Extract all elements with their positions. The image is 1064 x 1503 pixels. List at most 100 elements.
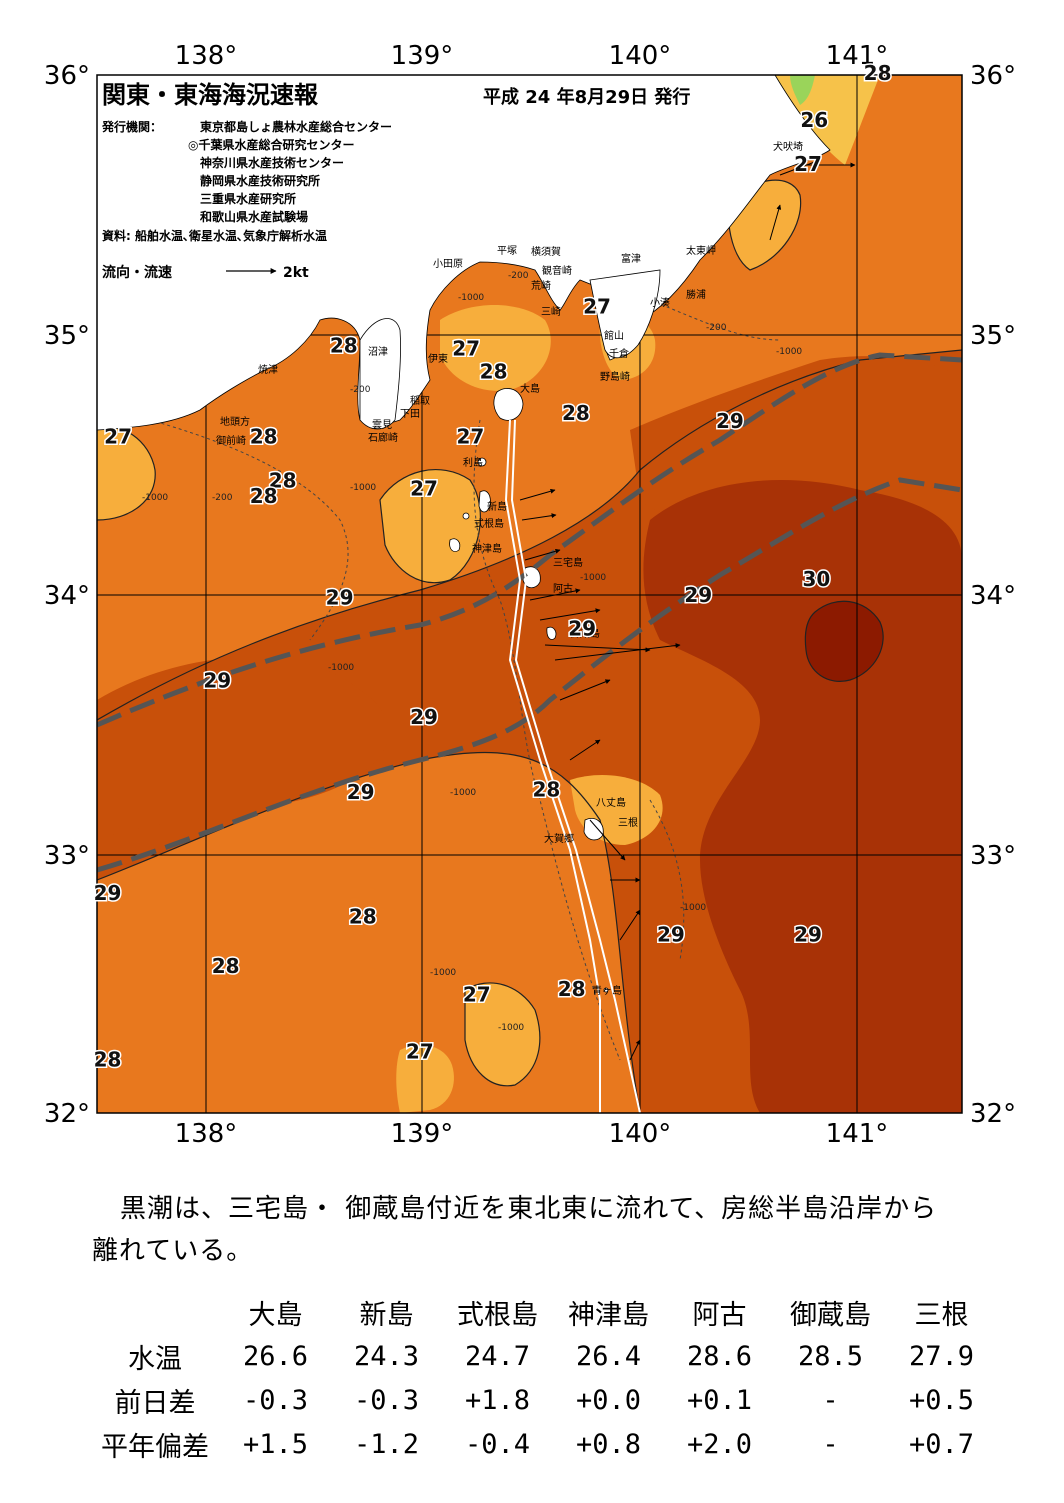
table-cell: +1.8 (464, 1384, 531, 1416)
depth-label: -1000 (776, 347, 802, 357)
lat-tick-label: 32° (44, 1099, 90, 1129)
depth-label: -1000 (498, 1023, 524, 1033)
ship-track (504, 419, 641, 1113)
place-label: 青ヶ島 (592, 984, 622, 997)
place-label: 伊東 (428, 352, 448, 365)
publisher-item: ◎千葉県水産総合研究センター (188, 137, 354, 152)
table-cell: +1.5 (242, 1428, 309, 1460)
lat-tick-label: 36° (44, 61, 90, 91)
table-row: 水温 26.6 24.3 24.7 26.4 28.6 28.5 27.9 (90, 1334, 997, 1378)
row-header: 前日差 (114, 1387, 196, 1419)
lat-tick-label: 33° (970, 841, 1016, 871)
table-cell: 24.7 (464, 1340, 531, 1372)
place-label: 平塚 (497, 245, 517, 257)
temperature-label: 29 (94, 881, 122, 905)
place-label: 富津 (621, 252, 641, 265)
table-corner (90, 1290, 220, 1334)
depth-label: -1000 (328, 663, 354, 673)
publisher-label: 発行機関： (101, 119, 162, 134)
table-row: 平年偏差 +1.5 -1.2 -0.4 +0.8 +2.0 - +0.7 (90, 1422, 997, 1466)
table-cell: +0.0 (575, 1384, 642, 1416)
temperature-label: 28 (864, 61, 892, 85)
temperature-label: 28 (330, 334, 358, 358)
table-row: 前日差 -0.3 -0.3 +1.8 +0.0 +0.1 - +0.5 (90, 1378, 997, 1422)
column-header: 新島 (359, 1299, 414, 1331)
place-label: 地頭方 (220, 415, 250, 428)
column-header: 大島 (248, 1299, 303, 1331)
table-cell: +2.0 (686, 1428, 753, 1460)
temperature-label: 30 (802, 567, 830, 591)
table-cell: 28.5 (797, 1340, 864, 1372)
place-label: 下田 (400, 409, 420, 420)
row-header: 水温 (128, 1343, 182, 1375)
depth-label: -1000 (580, 573, 606, 583)
place-label: 犬吠埼 (773, 140, 803, 153)
sea-temperature-map: 138° 139° 140° 141° 138° 139° 140° 141° … (44, 41, 1016, 1149)
table-cell: -0.3 (242, 1384, 309, 1416)
temperature-label: 29 (794, 923, 822, 947)
map-frame (96, 74, 963, 1114)
lon-tick-label: 140° (609, 1119, 672, 1149)
longitude-ticks-bottom: 138° 139° 140° 141° (175, 1119, 889, 1149)
temperature-label: 28 (250, 425, 278, 449)
lat-tick-label: 33° (44, 841, 90, 871)
lon-tick-label: 141° (826, 1119, 889, 1149)
place-label: 大賀郷 (544, 832, 574, 845)
sea-27-band (465, 982, 540, 1086)
column-header: 式根島 (457, 1299, 538, 1331)
summary-text: 黒潮は、三宅島・ 御蔵島付近を東北東に流れて、房総半島沿岸から 離れている。 (92, 1188, 992, 1272)
current-vectors (519, 159, 856, 1061)
summary-line: 離れている。 (92, 1236, 254, 1266)
place-label: 利島 (463, 456, 483, 469)
latitude-ticks-left: 36° 35° 34° 33° 32° (44, 61, 90, 1129)
table-cell: +0.7 (908, 1428, 975, 1460)
place-label: 三崎 (541, 305, 561, 318)
table-cell: 26.6 (242, 1340, 309, 1372)
place-label: 観音崎 (542, 264, 572, 277)
place-label: 小田原 (433, 258, 463, 270)
temperature-label: 28 (532, 777, 560, 801)
place-label: 稲取 (410, 395, 430, 407)
latitude-ticks-right: 36° 35° 34° 33° 32° (970, 61, 1016, 1129)
publisher-list: 東京都島しょ農林水産総合センター ◎千葉県水産総合研究センター 神奈川県水産技術… (188, 119, 392, 224)
table-cell: -0.3 (353, 1384, 420, 1416)
temperature-label: 27 (452, 336, 480, 360)
islands (449, 388, 609, 993)
table-cell: +0.8 (575, 1428, 642, 1460)
table-cell: 24.3 (353, 1340, 420, 1372)
lon-tick-label: 140° (609, 41, 672, 71)
lat-tick-label: 32° (970, 1099, 1016, 1129)
data-source: 資料: 船舶水温､衛星水温､気象庁解析水温 (102, 228, 327, 243)
lat-tick-label: 35° (44, 321, 90, 351)
current-legend-label: 流向・流速 (102, 264, 172, 281)
depth-label: -1000 (430, 968, 456, 978)
publisher-item: 東京都島しょ農林水産総合センター (200, 119, 392, 134)
place-label: 雲見 (372, 419, 392, 431)
place-labels: 小田原 平塚 横須賀 観音崎 富津 荒崎 三崎 館山 千倉 野島崎 犬吠埼 太東… (216, 140, 803, 997)
table-cell: -0.4 (464, 1428, 531, 1460)
table-header-row: 大島 新島 式根島 神津島 阿古 御蔵島 三根 (90, 1290, 997, 1334)
station-temperature-table: 大島 新島 式根島 神津島 阿古 御蔵島 三根 水温 26.6 24.3 24.… (90, 1290, 997, 1466)
place-label: 御蔵島 (570, 627, 600, 640)
temperature-label: 29 (347, 780, 375, 804)
temperature-label: 29 (684, 583, 712, 607)
temperature-label: 29 (657, 923, 685, 947)
temperature-label: 28 (250, 484, 278, 508)
lon-tick-label: 138° (175, 41, 238, 71)
depth-label: -200 (212, 493, 233, 503)
place-label: 阿古 (553, 582, 573, 595)
place-label: 石廊崎 (368, 431, 398, 444)
depth-label: -200 (508, 271, 529, 281)
lat-tick-label: 36° (970, 61, 1016, 91)
table-cell: 26.4 (575, 1340, 642, 1372)
place-label: 神津島 (472, 542, 502, 555)
depth-label: -1000 (458, 293, 484, 303)
place-label: 勝浦 (686, 288, 706, 301)
place-label: 荒崎 (531, 279, 551, 292)
place-label: 御前崎 (216, 434, 246, 447)
sea-27-band (396, 1045, 454, 1113)
place-label: 沼津 (368, 345, 388, 358)
place-label: 館山 (604, 329, 624, 342)
depth-label: -1000 (450, 788, 476, 798)
current-legend-scale: 2kt (283, 265, 309, 281)
